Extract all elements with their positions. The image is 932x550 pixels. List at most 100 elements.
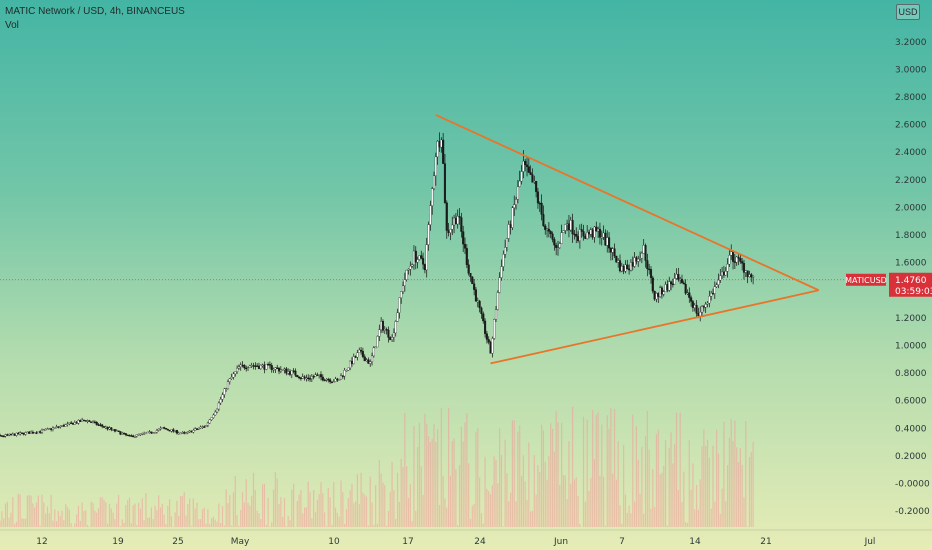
volume-bar	[138, 502, 140, 527]
candle-body	[715, 284, 718, 287]
candle-body	[139, 433, 142, 435]
candle-body	[214, 411, 217, 416]
volume-bar	[582, 416, 585, 527]
candle-body	[272, 369, 275, 371]
volume-bar	[440, 407, 442, 527]
candle-body	[332, 381, 335, 383]
candle-body	[212, 414, 215, 418]
volume-bar	[43, 502, 45, 527]
volume-bar	[362, 492, 364, 527]
volume-bar	[513, 420, 515, 527]
volume-bar	[553, 451, 555, 527]
volume-bar	[686, 522, 689, 527]
volume-bar	[551, 428, 554, 527]
volume-bar	[201, 509, 204, 527]
volume-bar	[3, 518, 5, 527]
candle-body	[673, 278, 676, 285]
candle-body	[702, 306, 705, 308]
volume-bar	[367, 525, 369, 527]
candle-body	[425, 244, 428, 271]
volume-bar	[24, 518, 27, 527]
candle-body	[609, 247, 612, 253]
candle-body	[82, 419, 85, 422]
volume-bar	[721, 488, 723, 527]
candle-body	[496, 292, 499, 310]
candle-body	[336, 378, 339, 381]
candle-body	[0, 434, 2, 437]
candle-body	[391, 337, 394, 341]
volume-bar	[132, 505, 134, 527]
volume-bar	[287, 515, 289, 527]
candle-body	[515, 199, 518, 205]
candle-body	[604, 232, 607, 246]
candle-body	[547, 228, 550, 232]
candle-body	[319, 374, 323, 378]
volume-bar	[387, 510, 390, 527]
volume-bar	[561, 422, 563, 527]
y-tick-label: 1.6000	[895, 259, 927, 269]
candle-body	[558, 243, 561, 248]
candle-body	[339, 375, 343, 380]
volume-bar	[701, 446, 703, 527]
candle-body	[143, 433, 146, 435]
volume-bar	[479, 477, 481, 527]
volume-bar	[163, 514, 165, 527]
volume-bar	[489, 494, 492, 527]
candle-body	[484, 320, 487, 334]
candle-body	[549, 231, 552, 235]
x-tick-label: Jun	[553, 537, 568, 547]
candle-body	[575, 234, 578, 237]
volume-bar	[739, 448, 741, 527]
candle-body	[161, 427, 164, 429]
candle-body	[256, 365, 259, 367]
volume-bar	[417, 446, 419, 527]
candle-body	[463, 243, 467, 249]
volume-bar	[48, 513, 50, 527]
candle-body	[447, 230, 450, 233]
volume-bar	[386, 525, 388, 527]
candle-body	[287, 371, 290, 374]
candle-body	[748, 274, 751, 277]
volume-bar	[364, 494, 366, 527]
volume-bar	[225, 489, 227, 527]
candle-body	[174, 430, 177, 432]
volume-bar	[271, 522, 273, 527]
candle-body	[564, 224, 567, 231]
currency-badge[interactable]: USD	[896, 4, 920, 20]
volume-bar	[79, 520, 81, 527]
volume-bar	[344, 523, 346, 527]
candle-body	[37, 431, 40, 434]
candle-body	[148, 431, 151, 433]
volume-bar	[570, 483, 572, 527]
candle-body	[68, 422, 71, 424]
candle-body	[246, 367, 250, 369]
volume-bar	[169, 499, 171, 527]
candle-body	[628, 268, 631, 271]
volume-bar	[588, 491, 590, 527]
volume-bar	[455, 469, 457, 527]
candle-body	[529, 172, 532, 175]
candle-body	[50, 428, 53, 430]
candle-body	[670, 281, 673, 285]
volume-bar	[480, 513, 483, 527]
volume-bar	[579, 523, 581, 527]
candle-body	[735, 256, 738, 263]
volume-bar	[601, 424, 603, 527]
candle-body	[245, 367, 248, 370]
candle-body	[175, 430, 178, 434]
candle-body	[257, 366, 261, 369]
volume-bar	[710, 508, 712, 527]
candle-body	[184, 432, 188, 434]
candle-body	[432, 175, 436, 189]
volume-bar	[714, 501, 716, 527]
candle-body	[653, 290, 656, 300]
volume-bar	[726, 465, 729, 527]
volume-bar	[338, 516, 340, 527]
candle-body	[622, 266, 625, 272]
y-tick-label: 2.2000	[895, 176, 927, 186]
volume-bar	[114, 519, 116, 527]
candle-body	[646, 260, 649, 270]
volume-bar	[606, 415, 608, 527]
candle-body	[478, 300, 481, 309]
